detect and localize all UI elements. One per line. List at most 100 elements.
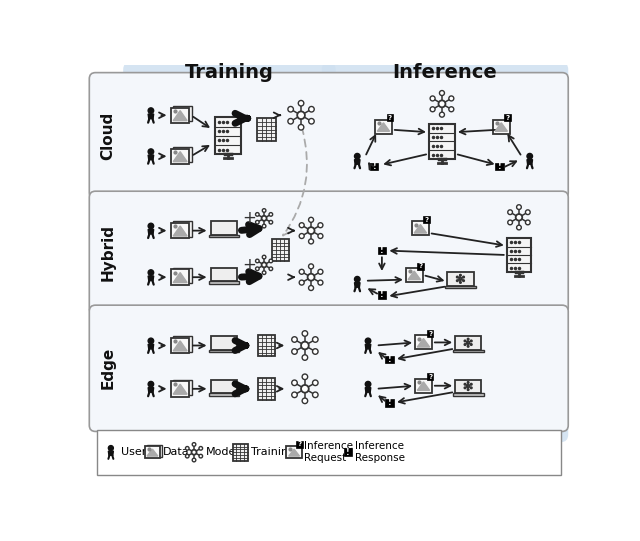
Circle shape [470, 344, 472, 345]
Circle shape [440, 90, 444, 96]
Circle shape [186, 454, 189, 458]
Circle shape [269, 213, 273, 216]
Circle shape [262, 271, 266, 274]
FancyBboxPatch shape [258, 378, 275, 400]
FancyBboxPatch shape [211, 337, 237, 349]
Circle shape [255, 220, 259, 224]
Text: +: + [242, 256, 255, 274]
Circle shape [440, 112, 444, 117]
FancyBboxPatch shape [147, 445, 163, 457]
Polygon shape [365, 387, 371, 392]
Text: ?: ? [419, 263, 423, 269]
FancyBboxPatch shape [385, 355, 394, 363]
Circle shape [516, 225, 522, 230]
FancyBboxPatch shape [209, 393, 239, 395]
Circle shape [430, 107, 435, 112]
FancyBboxPatch shape [171, 381, 189, 397]
Text: Model: Model [206, 447, 240, 457]
FancyBboxPatch shape [495, 163, 504, 170]
FancyBboxPatch shape [427, 330, 433, 337]
Text: !: ! [380, 291, 384, 299]
Text: Cloud: Cloud [100, 111, 115, 160]
FancyBboxPatch shape [173, 337, 192, 352]
Circle shape [463, 276, 465, 278]
Circle shape [460, 278, 461, 280]
Text: Training: Training [185, 63, 274, 82]
Polygon shape [355, 160, 360, 164]
Circle shape [302, 398, 308, 404]
Text: Hybrid: Hybrid [100, 225, 115, 281]
Circle shape [148, 381, 154, 387]
FancyBboxPatch shape [258, 335, 275, 357]
Polygon shape [147, 449, 158, 456]
FancyBboxPatch shape [209, 281, 239, 284]
FancyBboxPatch shape [322, 62, 568, 442]
Circle shape [355, 154, 360, 159]
Text: ?: ? [428, 331, 432, 337]
Circle shape [300, 269, 304, 274]
Circle shape [470, 340, 472, 342]
Circle shape [508, 220, 513, 225]
Circle shape [148, 108, 154, 114]
Polygon shape [148, 276, 154, 281]
Circle shape [308, 274, 314, 281]
FancyBboxPatch shape [211, 268, 237, 281]
Circle shape [308, 227, 314, 234]
Circle shape [148, 338, 154, 344]
Circle shape [300, 280, 304, 285]
Polygon shape [527, 160, 532, 164]
FancyBboxPatch shape [209, 235, 239, 237]
Circle shape [255, 213, 259, 216]
FancyBboxPatch shape [173, 106, 192, 121]
Circle shape [301, 342, 308, 349]
FancyBboxPatch shape [171, 269, 189, 285]
Circle shape [312, 349, 318, 354]
Polygon shape [148, 155, 154, 160]
Circle shape [365, 338, 371, 344]
FancyBboxPatch shape [90, 305, 568, 431]
Circle shape [292, 380, 297, 386]
Polygon shape [417, 382, 429, 391]
Text: !: ! [372, 162, 376, 171]
FancyBboxPatch shape [211, 380, 237, 393]
Circle shape [464, 340, 466, 342]
FancyBboxPatch shape [123, 62, 336, 442]
Polygon shape [289, 449, 300, 456]
FancyBboxPatch shape [272, 239, 289, 261]
FancyBboxPatch shape [145, 446, 160, 458]
Circle shape [148, 223, 154, 229]
FancyBboxPatch shape [455, 337, 481, 349]
Text: !: ! [498, 162, 502, 171]
Circle shape [467, 341, 469, 344]
FancyBboxPatch shape [171, 108, 189, 123]
Polygon shape [148, 344, 154, 349]
FancyBboxPatch shape [90, 72, 568, 199]
Circle shape [527, 154, 532, 159]
Circle shape [463, 280, 465, 281]
Circle shape [298, 101, 304, 106]
Circle shape [300, 223, 304, 228]
FancyBboxPatch shape [387, 114, 394, 121]
Circle shape [318, 280, 323, 285]
FancyBboxPatch shape [296, 441, 303, 447]
Circle shape [199, 454, 203, 458]
Text: ?: ? [298, 441, 302, 447]
FancyBboxPatch shape [493, 120, 509, 134]
Circle shape [148, 270, 154, 275]
Circle shape [269, 259, 273, 263]
Circle shape [292, 392, 297, 398]
Circle shape [148, 149, 154, 154]
Circle shape [262, 255, 266, 259]
Text: Inference
Request: Inference Request [304, 441, 353, 463]
FancyBboxPatch shape [173, 380, 192, 395]
Circle shape [525, 210, 530, 215]
Circle shape [449, 107, 454, 112]
Polygon shape [148, 387, 154, 392]
Circle shape [430, 96, 435, 101]
Text: ?: ? [506, 115, 510, 121]
FancyBboxPatch shape [171, 223, 189, 239]
Polygon shape [173, 341, 187, 351]
Circle shape [467, 346, 469, 347]
Circle shape [301, 385, 308, 393]
FancyBboxPatch shape [415, 335, 432, 349]
